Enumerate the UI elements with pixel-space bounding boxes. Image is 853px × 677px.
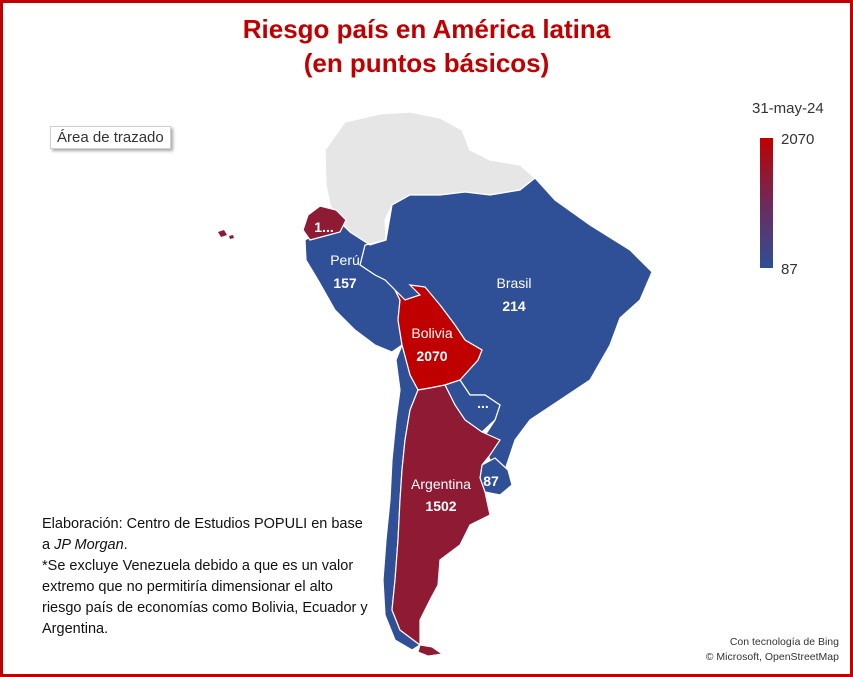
label-brasil-value: 214	[502, 298, 526, 314]
legend-min-label: 87	[781, 261, 798, 278]
plot-area-tooltip: Área de trazado	[50, 126, 171, 149]
label-bolivia-value: 2070	[416, 348, 447, 364]
label-peru-value: 157	[333, 275, 357, 291]
label-peru-name: Perú	[330, 252, 360, 268]
label-ecuador-value: 1...	[314, 219, 333, 235]
note-line-1: Elaboración: Centro de Estudios POPULI e…	[42, 514, 372, 556]
map-credit: Con tecnología de Bing © Microsoft, Open…	[706, 635, 839, 665]
note-line-2: *Se excluye Venezuela debido a que es un…	[42, 558, 368, 637]
credit-line-2: © Microsoft, OpenStreetMap	[705, 651, 839, 663]
label-argentina-value: 1502	[425, 498, 456, 514]
legend-date: 31-may-24	[752, 100, 824, 117]
source-note: Elaboración: Centro de Estudios POPULI e…	[42, 514, 372, 640]
note-source: JP Morgan	[54, 537, 124, 553]
note-prefix: Elaboración: Centro de Estudios POPULI e…	[42, 516, 363, 553]
legend-max-label: 2070	[781, 131, 815, 148]
note-suffix: .	[123, 537, 128, 553]
country-argentina	[391, 384, 501, 647]
country-ecuador	[302, 205, 347, 241]
label-brasil-name: Brasil	[496, 275, 531, 291]
legend-color-scale	[760, 138, 773, 268]
label-bolivia-name: Bolivia	[411, 325, 452, 341]
label-paraguay-value: ...	[477, 395, 489, 411]
tierra-del-fuego	[417, 644, 444, 657]
chart-title: Riesgo país en América latina (en puntos…	[0, 12, 853, 80]
galapagos-islands	[218, 230, 234, 239]
label-argentina-name: Argentina	[411, 476, 471, 492]
label-uruguay-value: 87	[483, 473, 499, 489]
credit-line-1: Con tecnología de Bing	[729, 636, 839, 648]
title-line-1: Riesgo país en América latina	[242, 14, 611, 44]
title-line-2: (en puntos básicos)	[303, 48, 550, 78]
